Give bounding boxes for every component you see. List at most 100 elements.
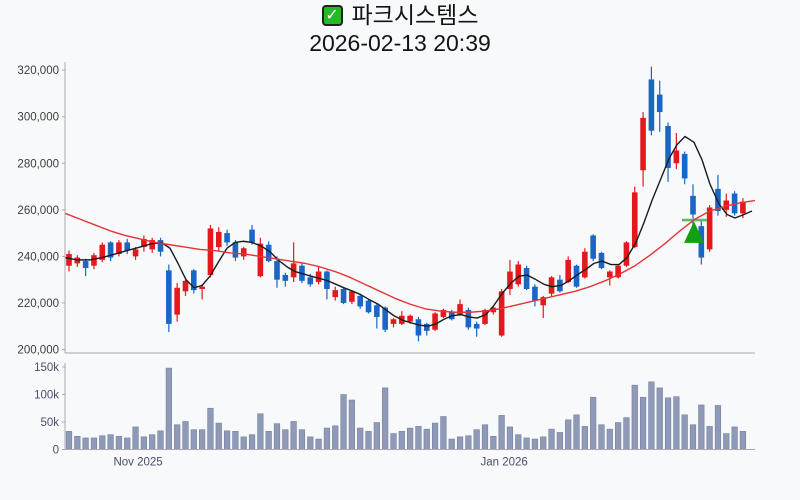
candle-body [224,233,230,243]
chart-timestamp: 2026-02-13 20:39 [309,30,491,56]
candle-body [332,290,339,298]
volume-bar [523,437,530,450]
buy-signal-triangle [684,221,704,243]
volume-bar [373,422,380,450]
candle-body [540,297,547,306]
volume-bar [623,417,630,450]
candle-body [565,259,571,282]
candle-body [465,309,472,328]
volume-bar [540,436,547,450]
volume-bar [656,387,663,450]
candle-body [498,291,505,336]
chart-title: 파크시스템스 [0,2,800,29]
volume-bar [407,427,414,450]
volume-bar [531,438,539,450]
candle-body [482,309,488,324]
volume-tick-label: 0 [53,445,59,457]
x-axis-month-label: Nov 2025 [113,457,162,469]
volume-bar [723,433,730,450]
volume-bar [415,426,422,450]
volume-bar [273,423,281,450]
volume-bar [465,435,472,450]
volume-bar [581,426,588,450]
volume-bar [223,430,231,450]
price-tick-label: 220,000 [17,298,59,310]
volume-bar [157,430,164,450]
volume-bar [182,421,189,450]
volume-bar [332,425,339,450]
candle-body [315,271,322,282]
candle-body [340,288,347,303]
volume-bar [348,399,355,450]
candle-body [357,295,363,307]
volume-bar [498,415,505,450]
price-tick-label: 280,000 [17,158,59,170]
volume-bar [165,367,172,450]
price-tick-label: 300,000 [17,112,59,124]
volume-bar [481,424,489,450]
volume-bar [423,428,430,450]
candle-body [607,271,613,278]
candle-body [166,270,172,324]
price-tick-label: 240,000 [17,251,59,263]
candle-body [407,315,413,322]
volume-bar [90,437,98,450]
volume-bar [199,429,206,450]
candle-body [706,207,713,250]
candle-body [548,277,555,294]
volume-bar [99,435,106,450]
candle-body [249,229,255,243]
candle-body [91,255,97,266]
volume-bar [307,436,314,450]
candle-body [157,240,164,252]
candle-body [132,249,139,257]
volume-bar [365,431,372,450]
candle-body [648,79,655,131]
volume-bar [207,407,214,450]
checked-checkbox-icon [321,5,343,26]
volume-bar [124,437,131,450]
candle-body [665,126,671,168]
volume-bar [82,437,89,450]
candle-body [124,242,131,251]
candle-body [116,242,122,255]
volume-bar [390,433,397,450]
candle-body [582,251,588,278]
volume-bar [448,438,455,450]
stock-name: 파크시스템스 [351,2,479,28]
candle-body [282,275,289,281]
candle-body [507,271,513,289]
candle-body [640,117,646,171]
volume-bar [681,414,688,450]
price-tick-label: 320,000 [17,65,59,77]
candle-body [307,277,314,285]
candle-body [532,286,538,301]
volume-bar [382,387,389,450]
volume-bar [490,435,497,450]
volume-bar [548,428,555,450]
volume-bar [673,396,680,450]
candle-body [66,254,72,266]
volume-bar [115,435,123,450]
volume-bar [265,431,272,450]
candle-body [199,286,205,289]
candle-body [82,261,89,269]
candle-body [690,195,696,215]
candle-body [141,238,147,248]
volume-bar [689,424,697,450]
volume-bar [248,434,256,450]
volume-bar [257,413,264,450]
candle-body [174,287,180,315]
candle-body [623,242,630,266]
volume-bar [215,422,222,450]
candle-body [590,235,596,259]
candle-body [432,313,438,330]
candle-body [440,309,447,317]
volume-bar [140,436,147,450]
candle-body [240,248,247,257]
volume-bar [573,414,580,450]
candle-body [382,307,388,330]
candle-body [349,291,355,302]
volume-bar [739,431,747,450]
